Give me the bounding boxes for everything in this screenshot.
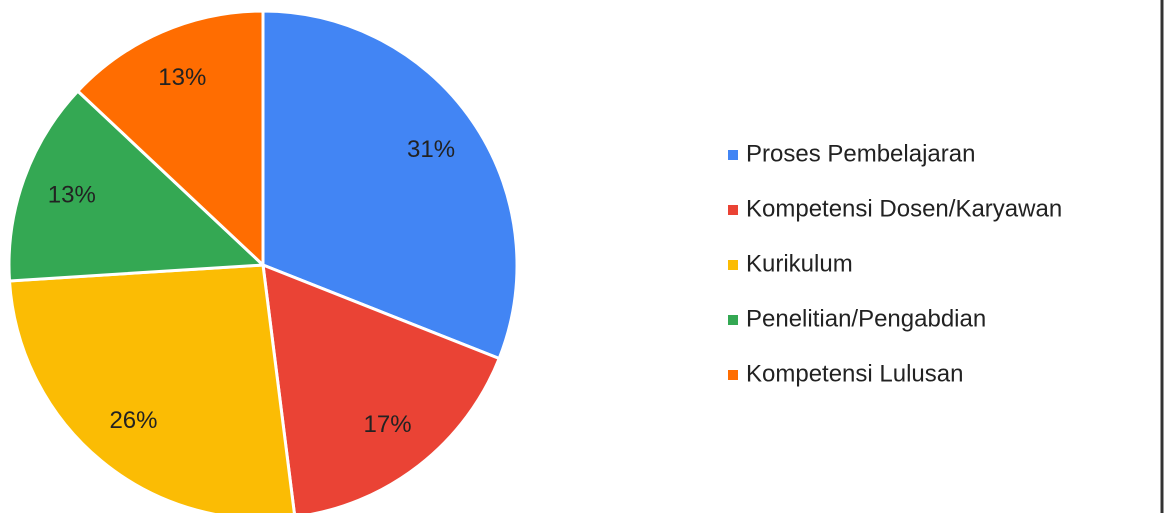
pie-slice [261, 9, 519, 361]
legend-label: Kompetensi Dosen/Karyawan [746, 195, 1062, 222]
slice-label: 31% [407, 136, 455, 163]
legend-swatch [728, 150, 738, 160]
slice-label: 13% [158, 64, 206, 91]
pie-slice [261, 262, 502, 513]
legend-swatch [728, 205, 738, 215]
pie-slice [7, 263, 296, 513]
legend-label: Proses Pembelajaran [746, 140, 975, 167]
legend-swatch [728, 315, 738, 325]
pie-slice [7, 89, 267, 283]
legend-swatch [728, 370, 738, 380]
slice-label: 17% [364, 411, 412, 438]
pie-slice [75, 9, 265, 269]
slice-label: 26% [109, 407, 157, 434]
legend-swatch [728, 260, 738, 270]
slice-label: 13% [48, 182, 96, 209]
legend-label: Kompetensi Lulusan [746, 360, 963, 387]
legend-label: Penelitian/Pengabdian [746, 305, 986, 332]
legend-label: Kurikulum [746, 250, 853, 277]
